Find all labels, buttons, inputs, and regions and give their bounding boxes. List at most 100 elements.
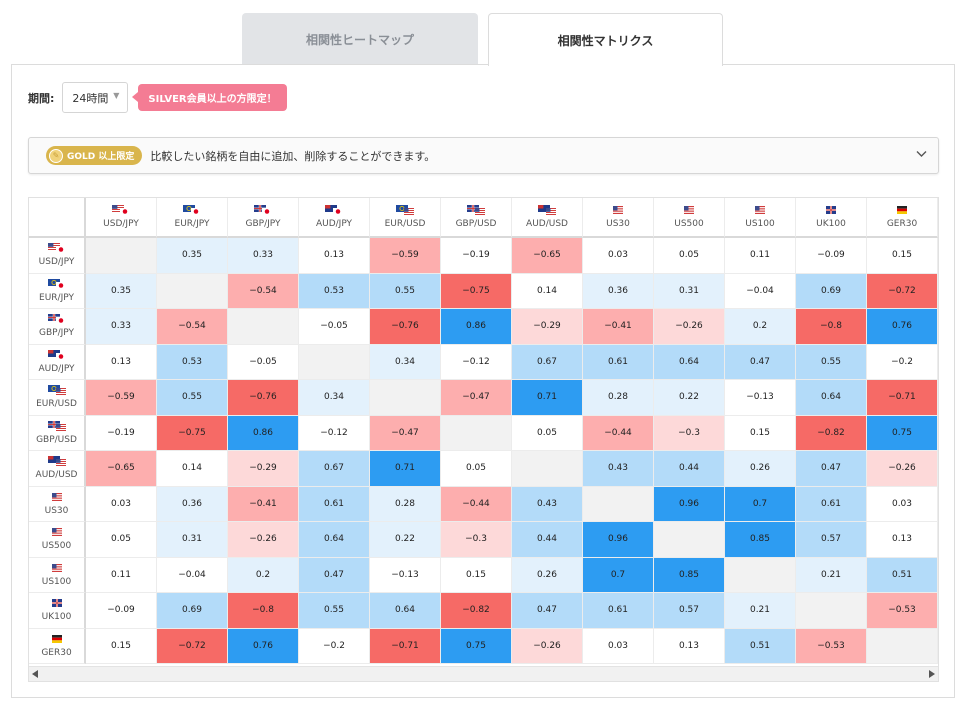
matrix-cell: 0.15 <box>86 628 157 664</box>
matrix-cell: 0.69 <box>157 593 228 629</box>
row-header: AUD/JPY <box>29 344 86 380</box>
matrix-corner <box>29 198 86 238</box>
column-header-label: USD/JPY <box>103 219 139 229</box>
matrix-cell: 0.05 <box>441 451 512 487</box>
chevron-down-icon[interactable] <box>916 148 927 159</box>
matrix-cell: 0.86 <box>228 415 299 451</box>
column-header-label: GER30 <box>886 219 918 229</box>
matrix-cell: −0.26 <box>867 451 938 487</box>
matrix-cell: −0.09 <box>796 238 867 274</box>
matrix-cell: 0.85 <box>654 557 725 593</box>
column-header: AUD/JPY <box>299 198 370 238</box>
row-header-label: AUD/USD <box>35 470 78 481</box>
flag-de-icon <box>51 634 62 643</box>
matrix-cell: −0.41 <box>583 309 654 345</box>
matrix-cell: −0.47 <box>370 415 441 451</box>
column-header: GBP/USD <box>441 198 512 238</box>
period-row: 期間: 24時間 ▼ SILVER会員以上の方限定！ <box>28 82 287 113</box>
column-header: USD/JPY <box>86 198 157 238</box>
matrix-cell: −0.26 <box>654 309 725 345</box>
gold-feature-bar[interactable]: ✎ GOLD 以上限定 比較したい銘柄を自由に追加、削除することができます。 <box>28 137 939 174</box>
flag-us-icon <box>684 206 694 214</box>
column-header: EUR/USD <box>370 198 441 238</box>
matrix-cell: 0.11 <box>725 238 796 274</box>
matrix-cell-diagonal <box>370 380 441 416</box>
column-header-label: US30 <box>606 219 630 229</box>
matrix-cell: −0.44 <box>441 486 512 522</box>
period-select-value: 24時間 <box>72 91 109 105</box>
row-header: EUR/JPY <box>29 273 86 309</box>
row-header: GER30 <box>29 628 86 664</box>
matrix-cell: −0.47 <box>441 380 512 416</box>
matrix-cell: 0.31 <box>654 273 725 309</box>
matrix-cell: 0.75 <box>441 628 512 664</box>
horizontal-scrollbar[interactable] <box>29 666 938 681</box>
tab-matrix[interactable]: 相関性マトリクス <box>488 13 723 66</box>
matrix-cell: 0.47 <box>725 344 796 380</box>
row-header: GBP/USD <box>29 415 86 451</box>
matrix-cell: −0.2 <box>867 344 938 380</box>
period-select[interactable]: 24時間 ▼ <box>62 82 129 113</box>
matrix-cell: −0.82 <box>796 415 867 451</box>
column-header-label: US500 <box>674 219 704 229</box>
flag-gb-icon <box>826 206 836 214</box>
column-header-label: UK100 <box>816 219 846 229</box>
matrix-cell: 0.14 <box>512 273 583 309</box>
matrix-cell: 0.21 <box>725 593 796 629</box>
row-header-label: GER30 <box>41 647 72 658</box>
matrix-cell: 0.96 <box>654 486 725 522</box>
column-header-label: EUR/USD <box>384 219 426 229</box>
matrix-cell: −0.29 <box>512 309 583 345</box>
row-header-label: US500 <box>41 541 72 552</box>
matrix-cell: −0.26 <box>228 522 299 558</box>
matrix-cell: −0.82 <box>441 593 512 629</box>
matrix-cell: 0.53 <box>299 273 370 309</box>
matrix-cell: −0.04 <box>725 273 796 309</box>
matrix-cell: −0.19 <box>441 238 512 274</box>
column-header-label: US100 <box>745 219 775 229</box>
matrix-cell-diagonal <box>654 522 725 558</box>
matrix-cell: 0.76 <box>867 309 938 345</box>
matrix-cell: 0.51 <box>867 557 938 593</box>
matrix-cell: 0.61 <box>299 486 370 522</box>
column-header: AUD/USD <box>512 198 583 238</box>
matrix-cell: 0.55 <box>370 273 441 309</box>
matrix-cell: 0.05 <box>512 415 583 451</box>
matrix-cell: 0.13 <box>299 238 370 274</box>
matrix-cell-diagonal <box>228 309 299 345</box>
matrix-cell: 0.64 <box>299 522 370 558</box>
column-header: US500 <box>654 198 725 238</box>
matrix-cell: 0.05 <box>86 522 157 558</box>
matrix-cell: 0.33 <box>228 238 299 274</box>
scroll-left-icon[interactable] <box>32 670 38 678</box>
row-header: USD/JPY <box>29 238 86 274</box>
column-header-label: EUR/JPY <box>174 219 210 229</box>
tab-bar: 相関性ヒートマップ 相関性マトリクス <box>242 13 723 66</box>
chevron-down-icon: ▼ <box>113 91 120 100</box>
row-header-label: US100 <box>41 576 72 587</box>
matrix-cell: 0.33 <box>86 309 157 345</box>
matrix-cell: 0.43 <box>512 486 583 522</box>
matrix-cell: −0.65 <box>86 451 157 487</box>
matrix-cell: 0.14 <box>157 451 228 487</box>
flag-us-icon <box>51 563 62 572</box>
matrix-cell-diagonal <box>441 415 512 451</box>
flag-us-icon <box>51 528 62 537</box>
matrix-cell: −0.71 <box>867 380 938 416</box>
row-header-label: GBP/JPY <box>39 328 74 339</box>
matrix-cell: 0.64 <box>796 380 867 416</box>
column-header-label: AUD/USD <box>526 219 568 229</box>
tab-heatmap[interactable]: 相関性ヒートマップ <box>242 13 478 65</box>
row-header-label: USD/JPY <box>38 257 75 268</box>
matrix-cell: 0.21 <box>796 557 867 593</box>
matrix-cell: 0.03 <box>867 486 938 522</box>
matrix-cell: 0.2 <box>725 309 796 345</box>
matrix-cell: 0.57 <box>796 522 867 558</box>
matrix-cell: 0.76 <box>228 628 299 664</box>
column-header: US30 <box>583 198 654 238</box>
matrix-cell: −0.53 <box>867 593 938 629</box>
matrix-cell: 0.67 <box>512 344 583 380</box>
scroll-right-icon[interactable] <box>929 670 935 678</box>
matrix-cell-diagonal <box>583 486 654 522</box>
matrix-cell: −0.72 <box>867 273 938 309</box>
